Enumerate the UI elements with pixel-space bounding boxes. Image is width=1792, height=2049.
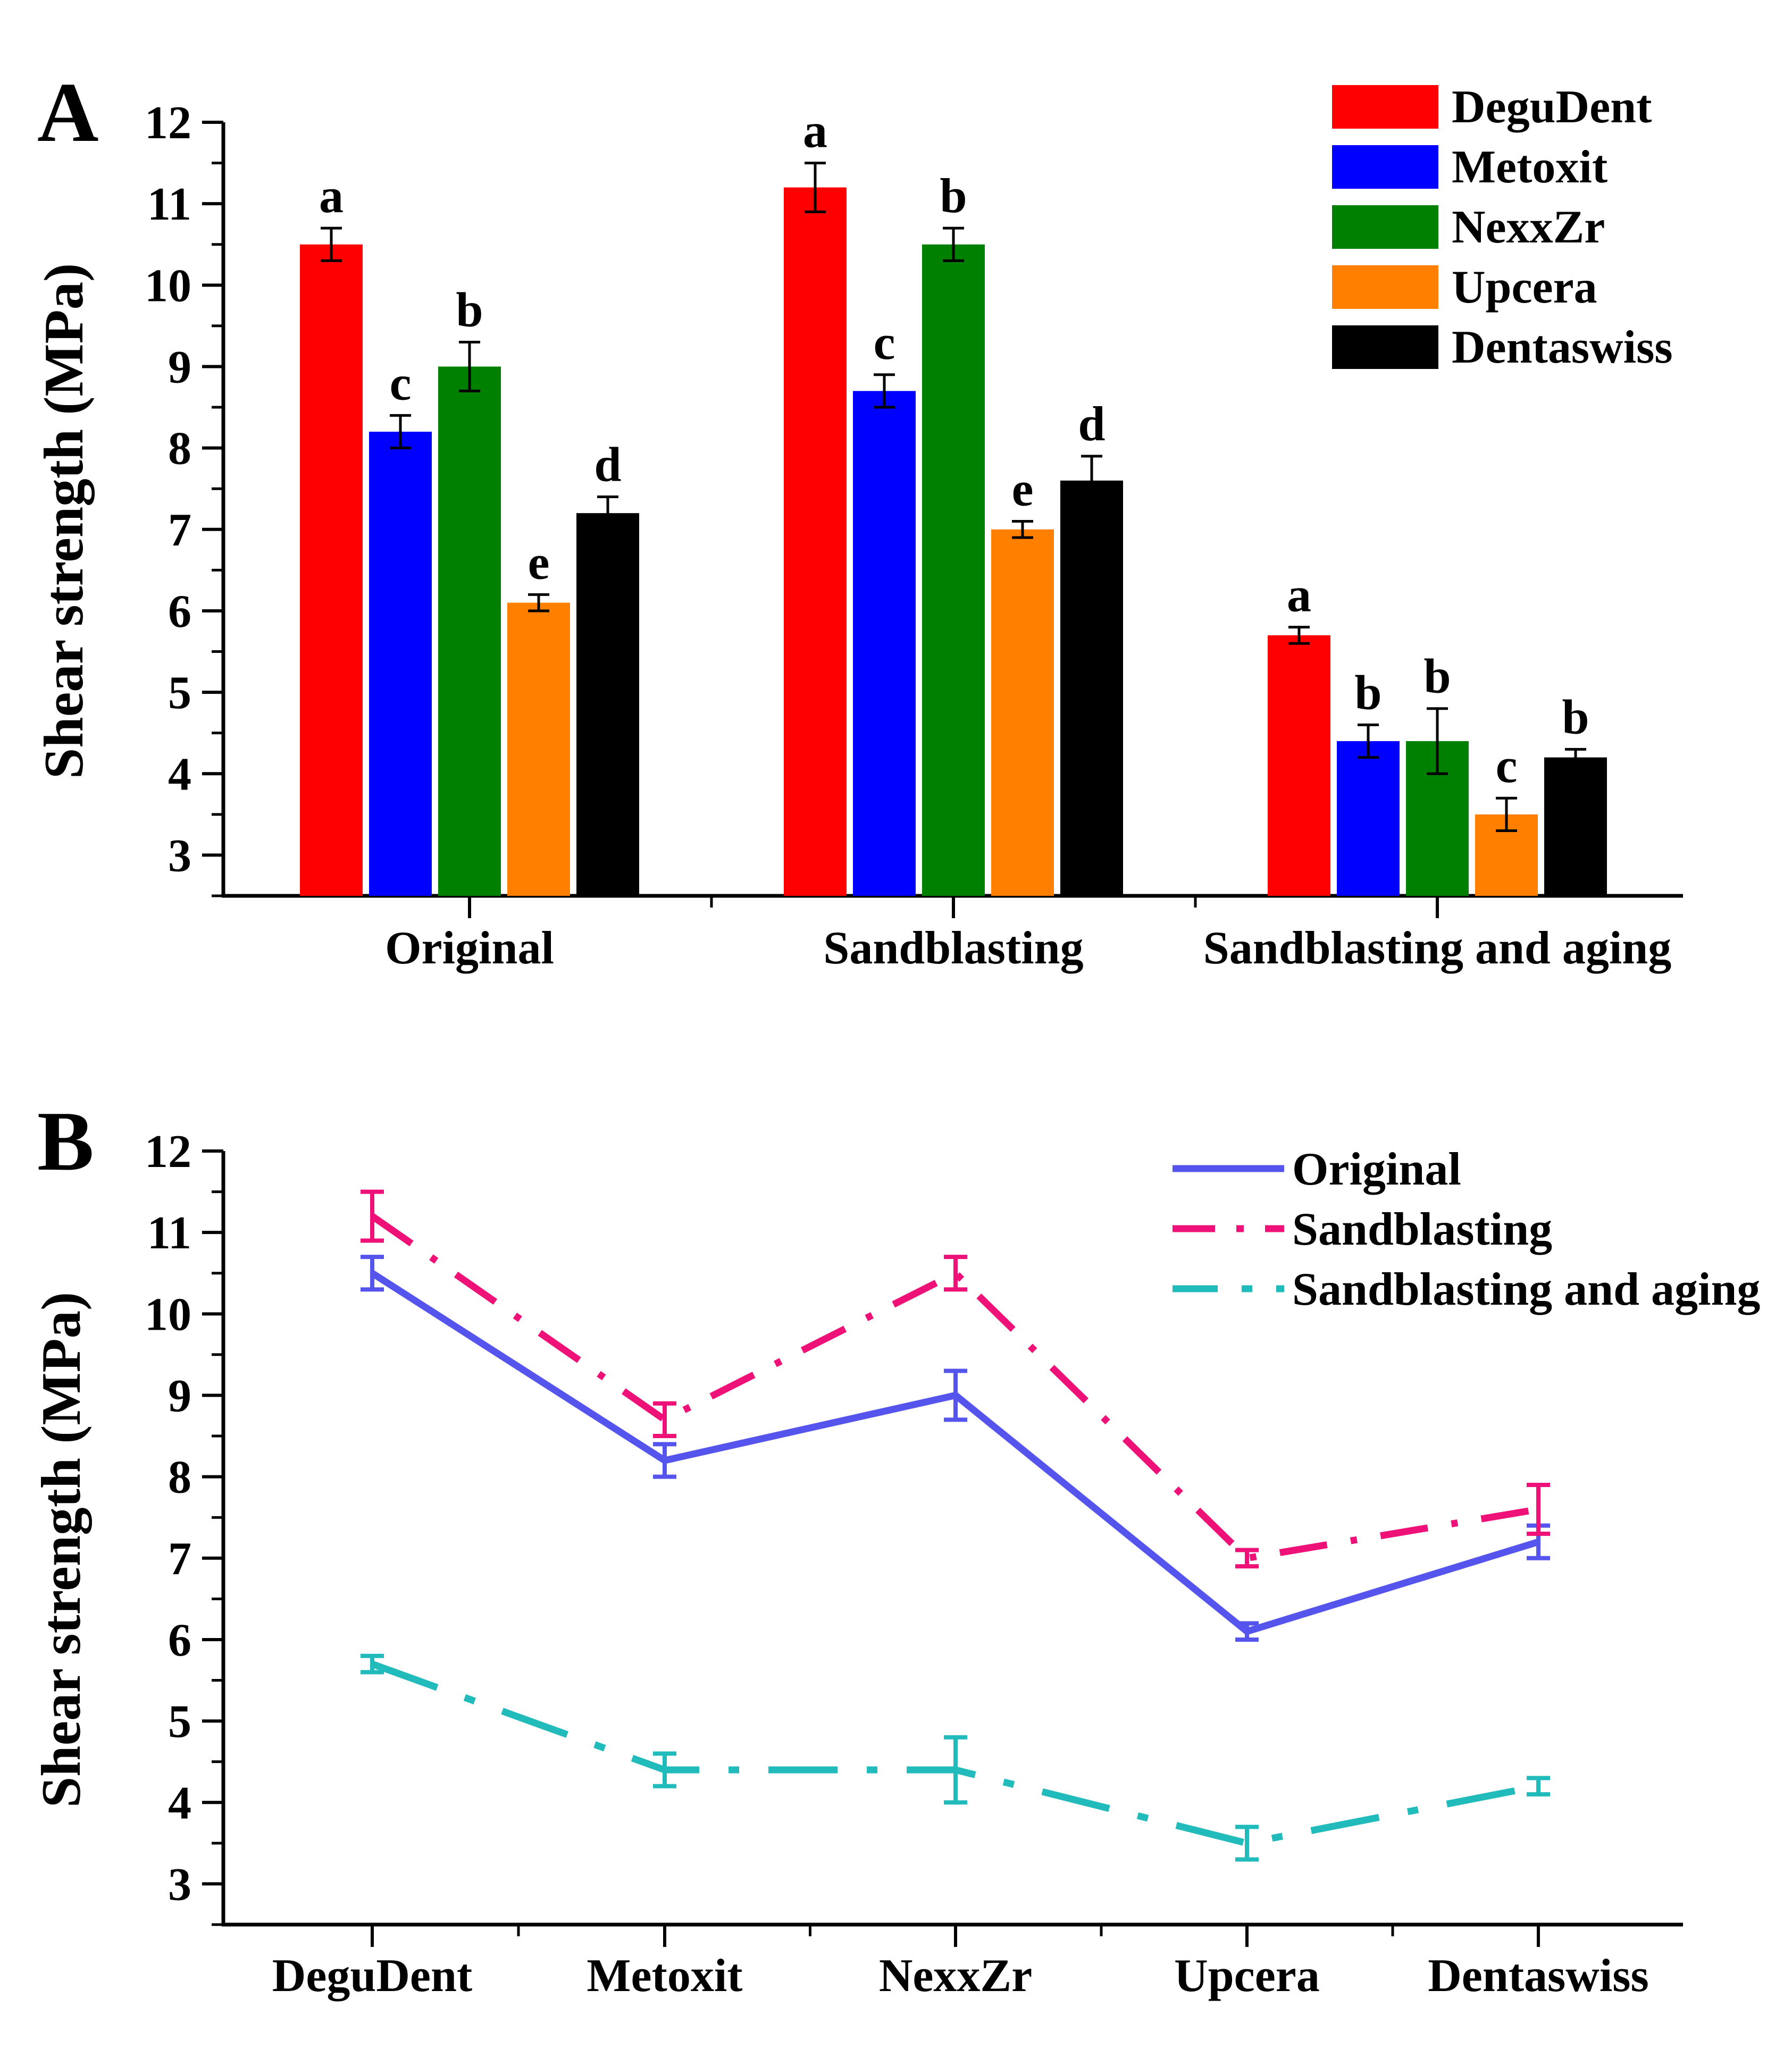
y-tick-label: 5 (168, 1696, 191, 1748)
x-tick-label: Original (385, 922, 554, 974)
significance-letter: a (319, 169, 344, 223)
legend-label: Sandblasting (1292, 1204, 1552, 1255)
legend-label: Dentaswiss (1452, 322, 1673, 373)
legend-swatch-upcera (1332, 265, 1438, 309)
legend-label: Upcera (1452, 262, 1597, 313)
legend-swatch-degudent (1332, 85, 1438, 129)
significance-letter: c (874, 315, 895, 370)
bar-degudent (784, 187, 847, 896)
panel-a-label: A (37, 65, 99, 159)
legend-label: Sandblasting and aging (1292, 1264, 1760, 1315)
y-tick-label: 6 (168, 586, 191, 637)
x-tick-label: Upcera (1174, 1950, 1320, 2002)
panel-b-ylabel: Shear strength (MPa) (30, 1292, 92, 1808)
y-tick-label: 6 (168, 1615, 191, 1666)
y-tick-label: 7 (168, 1533, 191, 1585)
significance-letter: b (456, 283, 483, 337)
legend-label: DeguDent (1452, 81, 1652, 133)
y-tick-label: 3 (168, 830, 191, 881)
significance-letter: b (1562, 690, 1589, 744)
y-tick-label: 3 (168, 1859, 191, 1910)
legend-label: Metoxit (1452, 141, 1607, 193)
panel-a-ylabel: Shear strength (MPa) (32, 263, 95, 779)
bar-nexxzr (438, 366, 501, 896)
panel-a-x-axis: Original Sandblasting Sandblasting and agi… (385, 896, 1671, 974)
y-tick-label: 11 (147, 1207, 191, 1259)
legend-label: NexxZr (1452, 201, 1605, 253)
legend-swatch-metoxit (1332, 145, 1438, 189)
significance-letter: b (1354, 665, 1381, 719)
bar-metoxit (369, 432, 432, 896)
y-tick-label: 4 (168, 1777, 191, 1829)
x-tick-label: NexxZr (879, 1950, 1032, 2002)
bar-upcera (991, 529, 1054, 896)
bar-dentaswiss (576, 513, 639, 896)
x-tick-label: Sandblasting and aging (1203, 922, 1671, 974)
y-tick-label: 4 (168, 749, 191, 800)
panel-b-x-axis: DeguDent Metoxit NexxZr Upcera Dentaswiss (272, 1925, 1649, 2002)
significance-letter: d (594, 438, 621, 492)
bar-nexxzr (922, 244, 985, 896)
bar-dentaswiss (1544, 757, 1607, 896)
y-tick-label: 10 (145, 260, 191, 312)
significance-letter: b (1423, 649, 1451, 703)
y-tick-label: 12 (145, 97, 191, 149)
series-line-original (370, 1270, 1539, 1635)
panel-a: A Shear strength (MPa) 3 4 5 6 7 8 9 10 11 12 Ori… (32, 65, 1683, 974)
y-tick-label: 9 (168, 1370, 191, 1422)
significance-letter: c (390, 356, 412, 410)
series-line-sandblasting (370, 1213, 1539, 1562)
x-tick-label: DeguDent (272, 1950, 472, 2002)
y-tick-label: 11 (147, 179, 191, 230)
significance-letter: d (1078, 397, 1105, 451)
bar-dentaswiss (1060, 480, 1123, 896)
x-tick-label: Sandblasting (823, 922, 1083, 974)
bar-upcera (507, 602, 570, 896)
significance-letter: c (1496, 738, 1518, 793)
panel-b-label: B (37, 1094, 94, 1188)
significance-letter: e (1012, 461, 1034, 516)
panel-a-legend: DeguDent Metoxit NexxZr Upcera Dentaswiss (1332, 81, 1673, 373)
y-tick-label: 8 (168, 423, 191, 475)
legend-swatch-dentaswiss (1332, 325, 1438, 369)
legend-label: Original (1292, 1144, 1461, 1195)
y-tick-label: 12 (145, 1126, 191, 1178)
significance-letter: a (1287, 568, 1311, 622)
bar-degudent (1268, 635, 1330, 896)
y-tick-label: 8 (168, 1452, 191, 1504)
legend-swatch-nexxzr (1332, 205, 1438, 249)
panel-b-legend: Original Sandblasting Sandblasting and agi… (1173, 1144, 1760, 1315)
significance-letter: e (528, 535, 550, 589)
x-tick-label: Metoxit (587, 1950, 742, 2002)
bar-metoxit (1337, 741, 1400, 896)
y-tick-label: 7 (168, 505, 191, 556)
panel-b-y-axis: 3 4 5 6 7 8 9 10 11 12 (145, 1126, 1683, 1927)
y-tick-label: 9 (168, 341, 191, 393)
y-tick-label: 10 (145, 1289, 191, 1340)
bar-degudent (300, 244, 363, 896)
y-tick-label: 5 (168, 667, 191, 719)
panel-b-lines (361, 1189, 1550, 1862)
panel-b: B Shear strength (MPa) 3 4 5 6 7 8 9 10 11 12 Deg… (30, 1094, 1760, 2002)
significance-letter: b (940, 169, 967, 223)
bar-metoxit (853, 391, 916, 896)
x-tick-label: Dentaswiss (1428, 1950, 1649, 2002)
significance-letter: a (803, 104, 827, 158)
